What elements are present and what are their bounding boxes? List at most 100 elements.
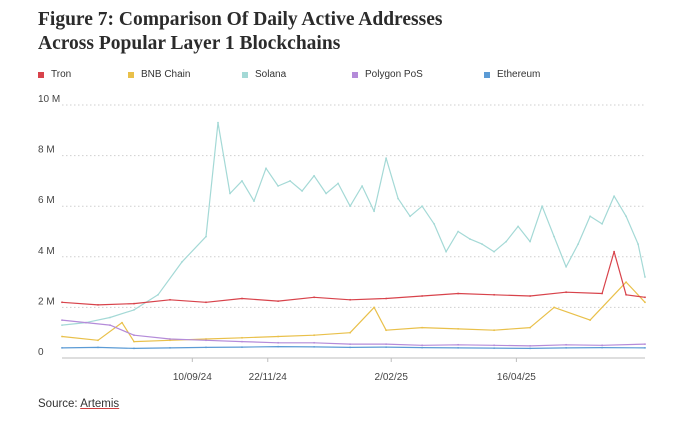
data-point-polygon-pos: [169, 338, 171, 340]
data-point-tron: [61, 301, 63, 304]
data-point-tron: [133, 302, 135, 305]
data-point-polygon-pos: [277, 341, 279, 344]
y-tick-label: 2 M: [38, 296, 55, 307]
data-point-bnb-chain: [529, 326, 531, 329]
data-point-bnb-chain: [61, 335, 63, 338]
data-point-ethereum: [493, 347, 495, 349]
data-point-ethereum: [565, 347, 567, 349]
data-point-bnb-chain: [133, 340, 135, 343]
series-line-solana: [61, 122, 646, 326]
data-point-solana: [181, 261, 183, 263]
data-point-solana: [565, 266, 567, 268]
data-point-bnb-chain: [385, 329, 387, 332]
data-point-solana: [277, 185, 279, 187]
data-point-bnb-chain: [553, 306, 555, 309]
y-axis-labels: 0 2 M 4 M 6 M 8 M 10 M: [38, 94, 60, 358]
data-point-tron: [241, 297, 243, 300]
y-tick-label: 0: [38, 347, 44, 358]
data-point-polygon-pos: [349, 343, 351, 345]
data-point-solana: [644, 276, 646, 278]
data-point-solana: [289, 180, 291, 182]
legend: Tron BNB Chain Solana Polygon PoS Ethere…: [38, 69, 658, 80]
data-point-ethereum: [241, 346, 243, 348]
data-point-solana: [157, 293, 159, 296]
data-point-polygon-pos: [457, 343, 459, 346]
data-point-solana: [613, 195, 615, 197]
data-point-solana: [601, 223, 603, 225]
data-point-ethereum: [313, 346, 315, 348]
data-point-polygon-pos: [85, 321, 87, 324]
legend-item-bnb-chain: BNB Chain: [128, 69, 210, 80]
data-point-polygon-pos: [61, 319, 63, 321]
data-point-bnb-chain: [97, 339, 99, 342]
data-point-solana: [229, 192, 231, 195]
data-point-solana: [445, 250, 447, 253]
data-point-tron: [349, 298, 351, 301]
y-tick-label: 4 M: [38, 246, 55, 257]
legend-label-bnb-chain: BNB Chain: [141, 69, 191, 80]
data-point-tron: [97, 304, 99, 306]
data-point-polygon-pos: [205, 339, 207, 342]
title-line-2: Across Popular Layer 1 Blockchains: [38, 33, 341, 54]
data-point-solana: [493, 250, 495, 253]
data-point-solana: [577, 243, 579, 246]
x-tick-label: 2/02/25: [375, 372, 409, 383]
data-point-polygon-pos: [385, 343, 387, 345]
data-point-ethereum: [529, 347, 531, 350]
data-point-solana: [205, 235, 207, 238]
data-point-solana: [637, 243, 639, 246]
legend-label-solana: Solana: [255, 69, 287, 80]
y-tick-label: 6 M: [38, 195, 55, 206]
series-line-polygon-pos: [61, 319, 646, 347]
data-point-solana: [505, 240, 507, 243]
data-point-tron: [493, 293, 495, 296]
data-point-tron: [601, 292, 603, 295]
data-point-bnb-chain: [625, 281, 627, 283]
data-point-bnb-chain: [349, 331, 351, 334]
data-point-solana: [553, 235, 555, 238]
legend-label-polygon-pos: Polygon PoS: [365, 69, 423, 80]
legend-label-tron: Tron: [51, 69, 72, 80]
data-point-polygon-pos: [133, 334, 135, 337]
data-point-tron: [421, 295, 423, 297]
data-point-ethereum: [601, 346, 603, 349]
data-point-ethereum: [457, 347, 459, 349]
data-point-tron: [457, 292, 459, 295]
data-point-bnb-chain: [373, 306, 375, 309]
y-tick-label: 8 M: [38, 145, 55, 156]
data-point-tron: [625, 293, 627, 296]
legend-swatch-polygon-pos: [352, 71, 358, 78]
data-point-ethereum: [385, 346, 387, 348]
data-point-solana: [517, 225, 519, 228]
data-point-ethereum: [644, 347, 646, 349]
source-link[interactable]: Artemis: [80, 398, 120, 410]
data-point-solana: [349, 205, 351, 208]
data-point-tron: [205, 301, 207, 304]
data-point-tron: [644, 296, 646, 299]
data-point-solana: [373, 210, 375, 213]
data-point-tron: [565, 291, 567, 294]
data-point-solana: [457, 230, 459, 233]
data-point-tron: [613, 250, 615, 253]
data-point-solana: [325, 192, 327, 195]
data-point-polygon-pos: [241, 340, 243, 343]
data-point-bnb-chain: [313, 334, 315, 337]
x-tick-label: 10/09/24: [173, 372, 212, 383]
source-note: Source: Artemis: [38, 398, 119, 410]
series-line-tron: [61, 251, 646, 306]
data-point-solana: [337, 182, 339, 185]
y-tick-label: 10 M: [38, 94, 60, 105]
data-point-bnb-chain: [421, 326, 423, 329]
data-point-bnb-chain: [457, 328, 459, 330]
series-line-bnb-chain: [61, 281, 646, 343]
x-tick-label: 16/04/25: [497, 372, 536, 383]
data-point-solana: [541, 205, 543, 208]
data-point-ethereum: [205, 346, 207, 349]
data-point-polygon-pos: [493, 344, 495, 347]
data-point-bnb-chain: [493, 329, 495, 332]
legend-item-ethereum: Ethereum: [484, 69, 540, 80]
source-label: Source:: [38, 398, 78, 410]
x-axis-labels: 10/09/24 22/11/24 2/02/25 16/04/25: [173, 358, 536, 383]
legend-swatch-bnb-chain: [128, 71, 134, 78]
data-point-bnb-chain: [241, 336, 243, 339]
